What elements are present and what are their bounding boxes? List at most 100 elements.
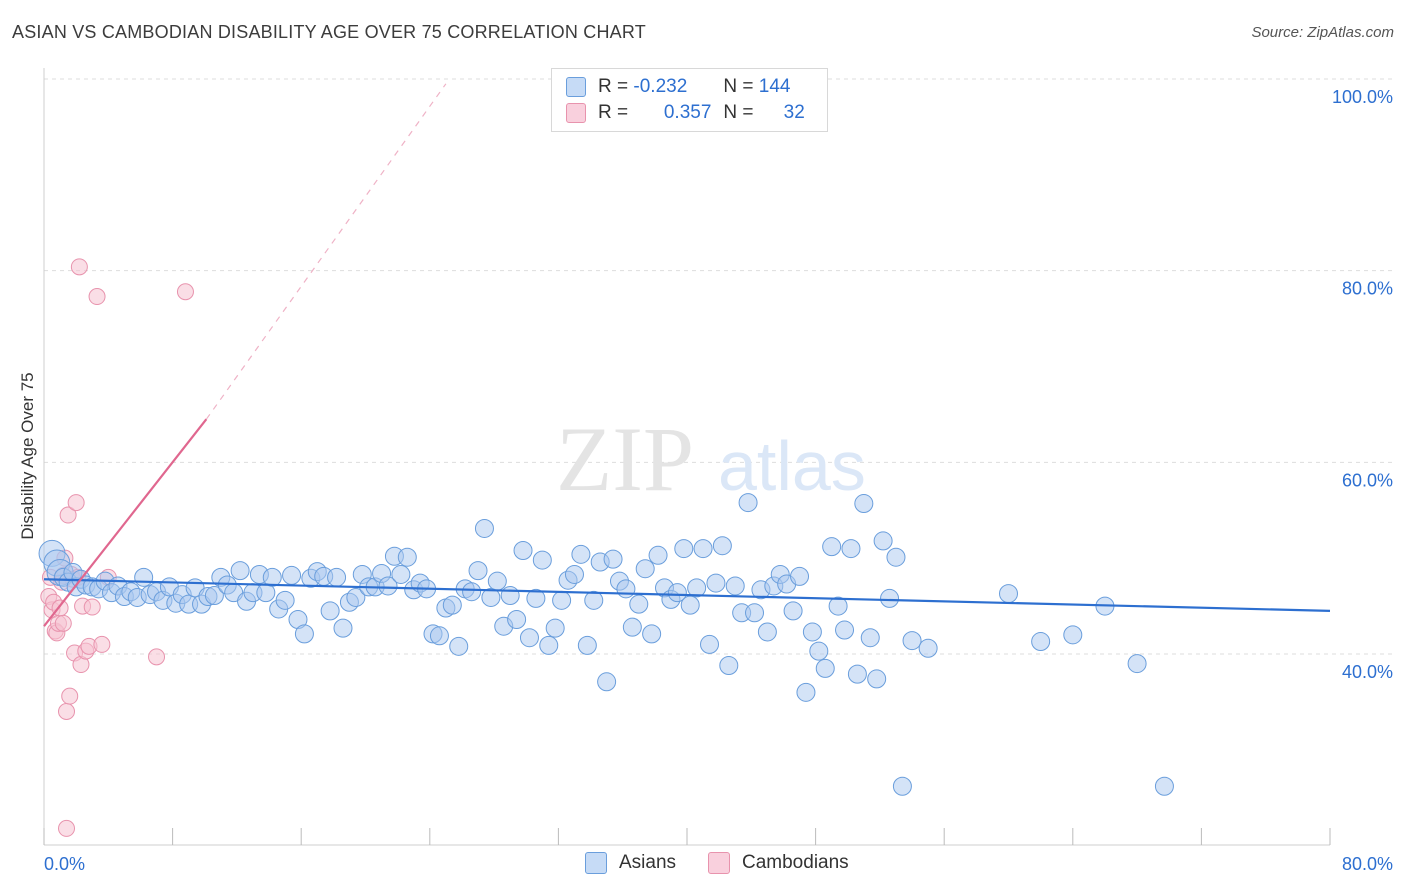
cambodian-point xyxy=(83,598,101,616)
y-tick-labels: 40.0% 60.0% 80.0% 100.0% xyxy=(1332,87,1393,682)
asian-point xyxy=(674,539,694,559)
asian-point xyxy=(854,494,874,514)
y-tick-label: 40.0% xyxy=(1342,662,1393,682)
asian-point xyxy=(648,545,668,565)
asian-point xyxy=(616,579,636,599)
asian-point xyxy=(706,573,726,593)
asian-point xyxy=(204,586,224,606)
asian-point xyxy=(1031,632,1051,652)
asian-point xyxy=(346,587,366,607)
asian-point xyxy=(693,539,713,559)
asian-point xyxy=(712,536,732,556)
asian-point xyxy=(873,531,893,551)
asian-point xyxy=(841,539,861,559)
x-tick-label-max: 80.0% xyxy=(1342,854,1393,874)
asian-point xyxy=(847,664,867,684)
cambodians-trend-line xyxy=(43,418,208,627)
trend-lines xyxy=(43,83,1331,627)
asian-point xyxy=(539,635,559,655)
series-swatch-cambodians xyxy=(708,852,730,874)
asian-point xyxy=(902,631,922,651)
asian-point xyxy=(860,628,880,648)
asian-point xyxy=(230,561,250,581)
cambodian-point xyxy=(54,614,72,632)
asian-point xyxy=(1127,654,1147,674)
asian-point xyxy=(442,595,462,615)
asian-point xyxy=(468,561,488,581)
asian-point xyxy=(429,626,449,646)
asian-point xyxy=(519,628,539,648)
asian-point xyxy=(564,564,584,584)
asian-point xyxy=(474,518,494,538)
legend-r-label: R = xyxy=(598,102,629,123)
asian-point xyxy=(597,672,617,692)
asian-point xyxy=(815,658,835,678)
series-legend-asians: Asians xyxy=(585,852,676,874)
legend-row-cambodians: R = 0.357 N = 32 xyxy=(566,100,805,126)
cambodian-point xyxy=(148,648,166,666)
asians-points xyxy=(38,493,1174,796)
asian-point xyxy=(892,776,912,796)
cambodian-point xyxy=(61,687,79,705)
cambodian-point xyxy=(88,288,106,306)
watermark: ZIP atlas xyxy=(556,408,866,510)
legend-row-asians: R = -0.232 N = 144 xyxy=(566,74,790,100)
source-credit: Source: ZipAtlas.com xyxy=(1251,24,1394,41)
series-swatch-asians xyxy=(585,852,607,874)
legend-swatch-asians xyxy=(566,77,586,97)
legend-r-value-asians: -0.232 xyxy=(633,76,688,97)
asian-point xyxy=(822,537,842,557)
y-tick-label: 80.0% xyxy=(1342,279,1393,299)
x-tick-label-min: 0.0% xyxy=(44,854,85,874)
series-label-cambodians: Cambodians xyxy=(742,852,849,873)
watermark-atlas: atlas xyxy=(718,427,866,505)
asian-point xyxy=(745,603,765,623)
cambodian-point xyxy=(58,819,76,837)
asian-point xyxy=(327,567,347,587)
legend-r-label: R = xyxy=(598,76,629,97)
asian-point xyxy=(532,550,552,570)
asian-point xyxy=(642,624,662,644)
asian-point xyxy=(1154,776,1174,796)
asian-point xyxy=(500,586,520,606)
asian-point xyxy=(507,610,527,629)
series-legend-cambodians: Cambodians xyxy=(708,852,849,874)
asian-point xyxy=(526,588,546,608)
asian-point xyxy=(320,601,340,621)
legend-n-label: N = xyxy=(723,102,754,123)
asian-point xyxy=(513,541,533,560)
asian-point xyxy=(449,636,469,656)
asian-point xyxy=(1063,625,1083,645)
cambodian-point xyxy=(93,635,111,653)
cambodian-point xyxy=(59,506,77,524)
asian-point xyxy=(880,588,900,608)
asian-point xyxy=(487,571,507,591)
cambodian-point xyxy=(70,258,88,276)
asian-point xyxy=(481,587,501,607)
asian-point xyxy=(725,576,745,596)
cambodian-point xyxy=(176,283,194,301)
legend-n-label: N = xyxy=(723,76,754,97)
series-label-asians: Asians xyxy=(619,852,677,873)
asian-point xyxy=(828,596,848,616)
asian-point xyxy=(680,595,700,615)
asian-point xyxy=(719,656,739,675)
asian-point xyxy=(622,617,642,637)
asian-point xyxy=(584,590,604,610)
asian-point xyxy=(552,590,572,610)
asian-point xyxy=(738,493,758,513)
watermark-zip: ZIP xyxy=(556,408,694,510)
asian-point xyxy=(809,641,829,661)
legend-n-value-cambodians: 32 xyxy=(783,102,805,123)
legend-swatch-cambodians xyxy=(566,103,586,123)
y-tick-label: 60.0% xyxy=(1342,470,1393,490)
cambodian-point xyxy=(58,703,76,720)
asian-point xyxy=(603,549,623,569)
correlation-legend: R = -0.232 N = 144 R = 0.357 N = 32 xyxy=(551,68,828,132)
asian-point xyxy=(790,566,810,586)
asian-point xyxy=(999,584,1018,604)
asian-point xyxy=(275,590,295,610)
asian-point xyxy=(462,582,482,602)
asian-point xyxy=(571,544,591,564)
